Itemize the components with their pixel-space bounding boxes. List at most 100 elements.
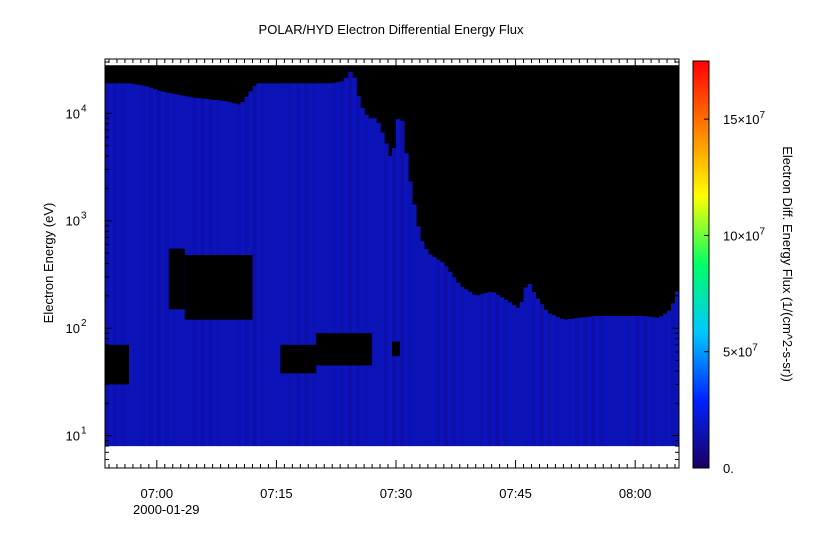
no-data-patch bbox=[168, 248, 185, 310]
flux-column bbox=[272, 83, 278, 447]
flux-column bbox=[399, 120, 405, 447]
flux-column bbox=[252, 86, 258, 447]
flux-column bbox=[615, 315, 620, 447]
flux-column bbox=[667, 310, 672, 447]
flux-column bbox=[160, 91, 166, 447]
flux-column bbox=[567, 318, 572, 447]
flux-column bbox=[643, 316, 648, 447]
colorbar-tick-label: 5×107 bbox=[723, 343, 758, 360]
chart-title: POLAR/HYD Electron Differential Energy F… bbox=[259, 22, 524, 37]
flux-column bbox=[467, 291, 473, 447]
flux-column bbox=[631, 315, 636, 447]
flux-column bbox=[471, 294, 477, 447]
flux-column bbox=[403, 153, 409, 447]
no-data-patch bbox=[392, 341, 400, 357]
flux-column bbox=[372, 118, 377, 447]
flux-column bbox=[547, 313, 553, 447]
flux-column bbox=[511, 305, 517, 447]
flux-column bbox=[563, 319, 568, 447]
colorbar-tick-label: 10×107 bbox=[723, 226, 766, 243]
flux-column bbox=[499, 297, 505, 447]
flux-column bbox=[675, 291, 679, 447]
flux-column bbox=[591, 316, 596, 447]
flux-column bbox=[543, 309, 549, 447]
flux-column bbox=[435, 259, 441, 447]
no-data-patch bbox=[105, 344, 129, 385]
y-tick-exponent: 3 bbox=[81, 211, 87, 222]
flux-column bbox=[551, 315, 557, 447]
flux-column bbox=[431, 256, 437, 447]
x-tick-label: 08:00 bbox=[619, 486, 652, 501]
flux-column bbox=[328, 83, 333, 447]
flux-column bbox=[280, 83, 285, 447]
flux-column bbox=[132, 84, 138, 447]
flux-column bbox=[559, 318, 565, 447]
flux-column bbox=[116, 83, 122, 447]
flux-column bbox=[639, 315, 644, 447]
flux-column bbox=[395, 119, 401, 447]
colorbar-tick-label: 15×107 bbox=[723, 110, 766, 127]
flux-column bbox=[388, 155, 393, 447]
flux-column bbox=[324, 83, 329, 447]
flux-column bbox=[455, 282, 461, 447]
plot-area bbox=[105, 59, 679, 468]
flux-column bbox=[284, 83, 289, 447]
flux-column bbox=[655, 317, 660, 447]
flux-column bbox=[336, 82, 341, 447]
y-tick-exponent: 4 bbox=[81, 103, 87, 114]
flux-column bbox=[611, 315, 616, 447]
flux-column bbox=[599, 315, 604, 447]
colorbar-tick-label: 0. bbox=[723, 461, 734, 476]
y-tick-label: 10 bbox=[66, 429, 80, 444]
flux-column bbox=[148, 87, 154, 447]
flux-column bbox=[288, 83, 293, 447]
flux-column bbox=[531, 291, 537, 447]
flux-column bbox=[475, 295, 481, 447]
flux-column bbox=[515, 307, 521, 447]
colorbar-label: Electron Diff. Energy Flux (1/(cm^2-s-sr… bbox=[780, 146, 795, 382]
flux-column bbox=[523, 287, 529, 447]
flux-column bbox=[671, 303, 676, 447]
flux-column bbox=[651, 317, 656, 447]
flux-column bbox=[503, 299, 509, 447]
flux-column bbox=[491, 292, 497, 447]
flux-column bbox=[451, 277, 457, 447]
flux-column bbox=[308, 83, 313, 447]
flux-column bbox=[575, 318, 580, 447]
flux-column bbox=[587, 316, 592, 447]
flux-column bbox=[256, 83, 262, 447]
flux-column bbox=[136, 84, 142, 447]
flux-column bbox=[108, 83, 114, 447]
flux-column bbox=[296, 83, 301, 447]
x-date-label: 2000-01-29 bbox=[133, 502, 200, 517]
flux-column bbox=[571, 318, 576, 447]
flux-column bbox=[447, 271, 453, 447]
x-axis: 07:00 07:15 07:30 07:45 08:00 bbox=[108, 59, 676, 501]
flux-column bbox=[392, 147, 397, 447]
flux-column bbox=[268, 83, 274, 447]
flux-column bbox=[320, 83, 325, 447]
flux-column bbox=[292, 83, 297, 447]
flux-column bbox=[140, 85, 146, 447]
flux-column bbox=[144, 86, 150, 447]
x-tick-label: 07:45 bbox=[499, 486, 532, 501]
y-tick-label: 10 bbox=[66, 106, 80, 121]
flux-column bbox=[463, 289, 469, 447]
flux-column bbox=[164, 92, 170, 447]
flux-column bbox=[344, 77, 349, 447]
flux-column bbox=[635, 315, 640, 447]
flux-column bbox=[124, 83, 130, 447]
flux-column bbox=[623, 315, 628, 447]
x-tick-label: 07:30 bbox=[380, 486, 413, 501]
flux-column bbox=[427, 254, 433, 447]
flux-column bbox=[380, 132, 385, 447]
colorbar: 0. 5×107 10×107 15×107 bbox=[692, 60, 766, 476]
flux-column bbox=[519, 301, 525, 447]
flux-column bbox=[120, 83, 126, 447]
flux-column bbox=[443, 266, 449, 447]
flux-column bbox=[260, 83, 266, 447]
flux-column bbox=[352, 77, 357, 447]
flux-column bbox=[316, 83, 321, 447]
